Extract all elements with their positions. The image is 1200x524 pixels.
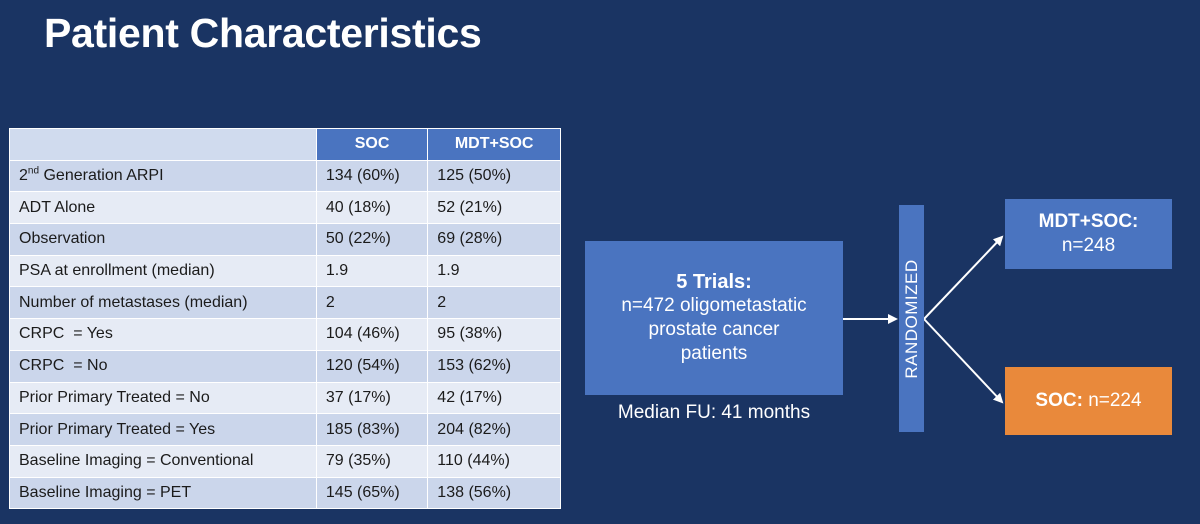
median-follow-up: Median FU: 41 months: [617, 402, 811, 423]
table-row: CRPC = No 120 (54%) 153 (62%): [9, 349, 561, 383]
table-row: CRPC = Yes 104 (46%) 95 (38%): [9, 318, 561, 351]
row-label: Observation: [9, 223, 317, 256]
row-label: Baseline Imaging = PET: [9, 476, 317, 510]
trials-box: 5 Trials: n=472 oligometastatic prostate…: [585, 241, 843, 395]
soc-value: 120 (54%): [315, 349, 429, 383]
soc-value: 79 (35%): [315, 444, 429, 478]
soc-value: 50 (22%): [315, 223, 429, 256]
soc-arm-name: SOC:: [1035, 390, 1083, 411]
row-label: CRPC = Yes: [9, 318, 317, 351]
table-row: Baseline Imaging = Conventional 79 (35%)…: [9, 444, 561, 478]
trials-line-3: patients: [680, 343, 748, 364]
header-soc: SOC: [315, 128, 429, 161]
row-label: Baseline Imaging = Conventional: [9, 444, 317, 478]
table-row: PSA at enrollment (median) 1.9 1.9: [9, 254, 561, 288]
row-label: ADT Alone: [9, 191, 317, 225]
trials-line-2: prostate cancer: [648, 319, 780, 340]
mdt-value: 110 (44%): [427, 444, 561, 478]
mdt-value: 138 (56%): [427, 476, 561, 510]
mdt-value: 42 (17%): [427, 381, 561, 415]
trials-title: 5 Trials:: [676, 271, 752, 293]
mdt-soc-arm-box: MDT+SOC: n=248: [1005, 199, 1172, 269]
soc-arm-box: SOC: n=224: [1005, 367, 1172, 435]
mdt-value: 2: [427, 286, 561, 320]
table-row: Prior Primary Treated = Yes 185 (83%) 20…: [9, 413, 561, 446]
randomized-bar: RANDOMIZED: [899, 205, 924, 432]
mdt-value: 69 (28%): [427, 223, 561, 256]
row-label: Prior Primary Treated = No: [9, 381, 317, 415]
trials-line-1: n=472 oligometastatic: [621, 295, 807, 316]
mdt-soc-arm-n: n=248: [1061, 235, 1116, 256]
table-row: ADT Alone 40 (18%) 52 (21%): [9, 191, 561, 225]
arrow-to-soc: [923, 318, 1004, 404]
soc-value: 1.9: [315, 254, 429, 288]
mdt-value: 52 (21%): [427, 191, 561, 225]
row-label: PSA at enrollment (median): [9, 254, 317, 288]
soc-value: 185 (83%): [315, 413, 429, 446]
table-row: Number of metastases (median) 2 2: [9, 286, 561, 320]
mdt-value: 125 (50%): [427, 159, 561, 193]
soc-value: 104 (46%): [315, 318, 429, 351]
header-mdt-soc: MDT+SOC: [427, 128, 561, 161]
soc-arm-n: n=224: [1082, 390, 1142, 411]
table-row: Baseline Imaging = PET 145 (65%) 138 (56…: [9, 476, 561, 510]
mdt-value: 1.9: [427, 254, 561, 288]
table-row: 2nd Generation ARPI 134 (60%) 125 (50%): [9, 159, 561, 193]
row-label: 2nd Generation ARPI: [9, 159, 317, 193]
soc-value: 37 (17%): [315, 381, 429, 415]
header-blank: [9, 128, 317, 161]
table-row: Observation 50 (22%) 69 (28%): [9, 223, 561, 256]
soc-value: 134 (60%): [315, 159, 429, 193]
slide-title: Patient Characteristics: [44, 10, 482, 56]
soc-value: 40 (18%): [315, 191, 429, 225]
patient-characteristics-table: SOC MDT+SOC 2nd Generation ARPI 134 (60%…: [9, 128, 561, 510]
mdt-value: 153 (62%): [427, 349, 561, 383]
mdt-value: 95 (38%): [427, 318, 561, 351]
soc-arm-text: SOC: n=224: [1035, 389, 1141, 413]
soc-value: 145 (65%): [315, 476, 429, 510]
mdt-soc-arm-name: MDT+SOC:: [1038, 211, 1139, 232]
randomized-label: RANDOMIZED: [901, 258, 921, 379]
arrow-to-mdt-soc: [923, 235, 1004, 320]
soc-value: 2: [315, 286, 429, 320]
row-label: Number of metastases (median): [9, 286, 317, 320]
table-header-row: SOC MDT+SOC: [9, 128, 561, 161]
row-label: Prior Primary Treated = Yes: [9, 413, 317, 446]
mdt-value: 204 (82%): [427, 413, 561, 446]
table-row: Prior Primary Treated = No 37 (17%) 42 (…: [9, 381, 561, 415]
row-label: CRPC = No: [9, 349, 317, 383]
